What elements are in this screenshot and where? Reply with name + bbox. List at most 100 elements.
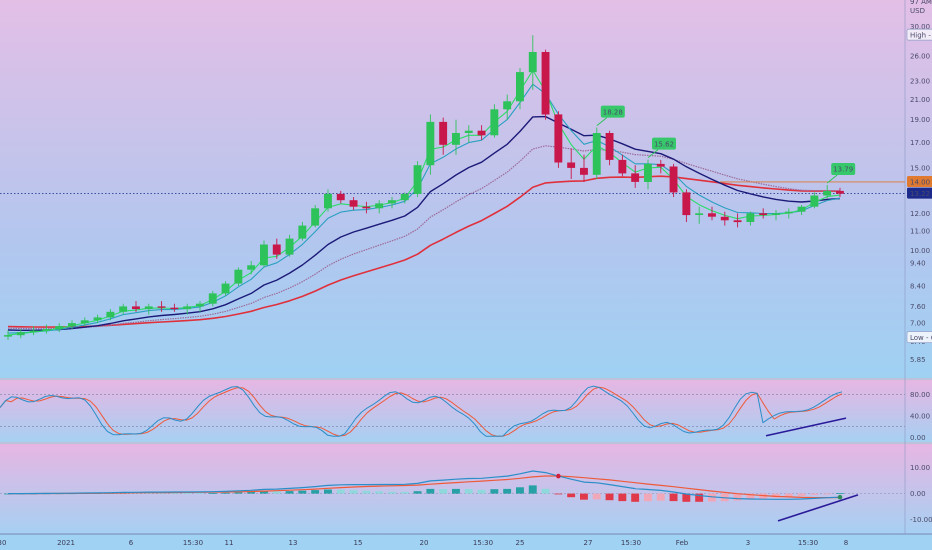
currency-label: USD [910, 7, 925, 15]
macd-histogram-bar [516, 487, 524, 494]
candle-body [554, 114, 563, 163]
high-badge-text: High - 28.77 [910, 32, 932, 40]
macd-histogram-bar [669, 493, 678, 502]
macd-histogram-bar [528, 485, 537, 494]
candle-body [797, 206, 806, 212]
macd-histogram-bar [618, 493, 627, 502]
high-badge [906, 28, 932, 41]
stochastic-k-line [0, 385, 843, 437]
candle-body [208, 293, 217, 304]
candle-body [183, 306, 192, 310]
candle-body [349, 200, 358, 207]
candle-body [93, 317, 102, 321]
macd-histogram-bar [298, 490, 307, 494]
price-callout [831, 163, 856, 176]
stochastic-trendline [765, 417, 847, 437]
macd-histogram-bar [823, 493, 832, 495]
candle-body [784, 211, 793, 214]
macd-line [8, 470, 841, 500]
macd-histogram-bar [631, 493, 640, 502]
macd-histogram-bar [413, 491, 422, 494]
candle-body [644, 163, 652, 182]
time-axis-label: 2021 [57, 539, 75, 547]
macd-histogram-bar [464, 489, 473, 494]
callout-pointer [826, 174, 838, 184]
macd-histogram-bar [836, 493, 844, 494]
candle-body [311, 208, 320, 226]
macd-histogram-bar [733, 493, 742, 501]
macd-histogram-bar [272, 491, 281, 494]
price-tick-label: 12.00 [910, 210, 930, 218]
macd-histogram-bar [797, 493, 806, 496]
macd-histogram-bar [400, 492, 409, 494]
macd-histogram-bar [644, 493, 652, 502]
macd-cross-marker [556, 473, 561, 479]
low-badge-text: Low - 6.52 [910, 334, 932, 342]
macd-histogram-bar [311, 490, 320, 494]
macd-histogram-bar [695, 493, 704, 502]
macd-histogram-bar [285, 491, 294, 494]
macd-histogram-bar [784, 493, 793, 497]
ema-teal [7, 83, 841, 334]
candle-body [836, 190, 844, 194]
price-callout [652, 137, 676, 150]
macd-histogram-bar [349, 490, 358, 494]
time-axis-label: 15:30 [183, 539, 203, 547]
candle-body [426, 121, 435, 166]
macd-histogram-bar [656, 493, 665, 501]
last-price-badge [907, 187, 932, 199]
macd-histogram-bar [157, 492, 166, 494]
macd-histogram-bar [362, 490, 371, 494]
macd-histogram-bar [208, 493, 217, 494]
candle-body [80, 320, 89, 324]
candle-body [16, 332, 25, 336]
candle-body [247, 265, 256, 270]
ema-navy [7, 115, 841, 331]
macd-histogram-bar [439, 489, 448, 494]
macd-histogram-bar [234, 492, 243, 494]
time-axis-label: 3 [746, 539, 750, 547]
candle-body [695, 213, 704, 215]
candle-body [503, 101, 512, 110]
time-axis-label: 8 [844, 539, 848, 547]
candle-body [55, 326, 64, 330]
candle-body [823, 190, 832, 196]
ema-long-red [7, 175, 841, 328]
price-tick-label: 5.85 [910, 356, 926, 364]
macd-histogram-bar [772, 493, 780, 498]
candle-body [298, 225, 307, 239]
price-tick-label: 7.60 [910, 303, 926, 311]
candle-body [132, 306, 140, 310]
macd-histogram-bar [503, 488, 512, 494]
price-callout-value: 13.79 [833, 166, 853, 174]
candle-body [618, 159, 627, 174]
time-axis-label: 15:30 [473, 539, 493, 547]
price-callout [600, 105, 625, 118]
macd-histogram-bar [541, 488, 550, 494]
candle-body [528, 52, 537, 73]
macd-tick-label: 10.00 [910, 464, 930, 472]
candle-body [324, 193, 332, 209]
price-tick-label: 15.00 [910, 164, 930, 172]
macd-histogram-bar [196, 493, 204, 494]
ema-mid-mauve [7, 145, 841, 330]
time-axis-label: 30 [0, 539, 6, 547]
price-tick-label: 8.40 [910, 283, 926, 291]
macd-histogram-bar [477, 489, 486, 494]
candle-body [682, 192, 691, 216]
candle-body [119, 306, 128, 312]
price-callout-value: 18.28 [603, 108, 623, 116]
candle-body [413, 165, 422, 194]
candle-body [336, 193, 345, 201]
macd-histogram-bar [375, 491, 384, 494]
candle-body [144, 306, 153, 310]
candle-body [170, 307, 179, 310]
time-axis-label: 15:30 [798, 539, 818, 547]
candle-body [477, 130, 486, 136]
candle-body [464, 130, 473, 133]
candle-body [516, 72, 524, 102]
candle-body [656, 163, 665, 167]
macd-trendline [777, 494, 859, 522]
time-axis-label: 15:30 [621, 539, 641, 547]
macd-histogram-bar [4, 493, 12, 495]
